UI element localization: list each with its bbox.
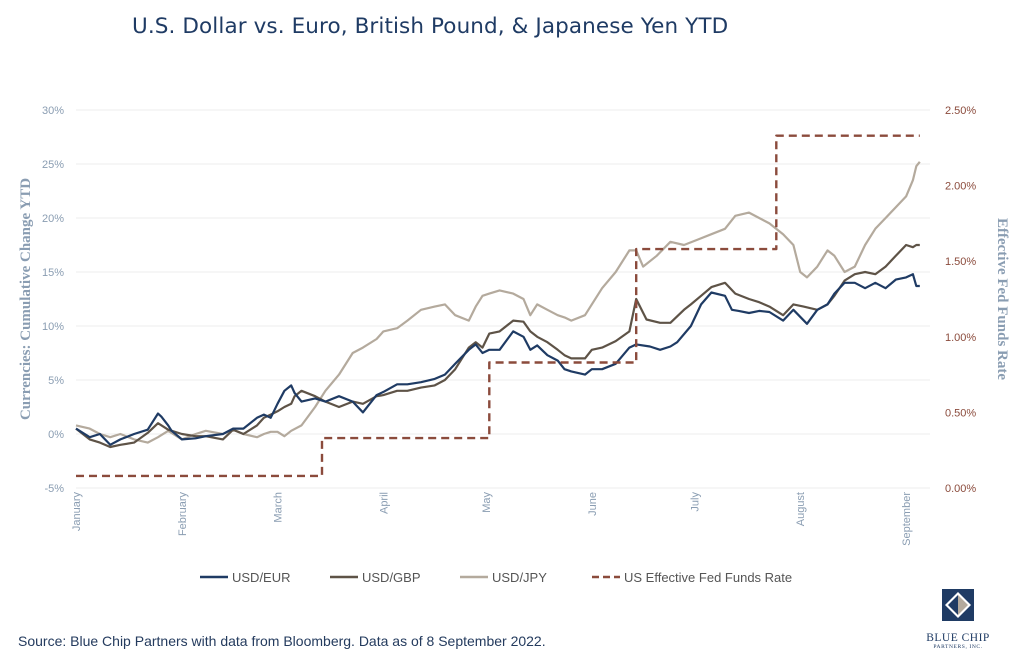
legend-entry: USD/GBP bbox=[362, 570, 421, 585]
x-tick-label: September bbox=[901, 492, 913, 546]
y-tick-label: 15% bbox=[42, 267, 64, 279]
source-note: Source: Blue Chip Partners with data fro… bbox=[18, 633, 546, 649]
logo-name: BLUE CHIP bbox=[926, 632, 990, 644]
y-tick-label: 20% bbox=[42, 213, 64, 225]
x-tick-label: May bbox=[481, 492, 493, 513]
y-tick-label: -5% bbox=[44, 483, 64, 495]
series-line-usd-eur bbox=[75, 273, 920, 446]
y2-tick-label: 1.50% bbox=[945, 256, 976, 268]
legend-entry: USD/JPY bbox=[492, 570, 547, 585]
y2-axis-label: Effective Fed Funds Rate bbox=[994, 218, 1010, 380]
y2-tick-label: 0.50% bbox=[945, 407, 976, 419]
diamond-logo-icon bbox=[942, 589, 974, 621]
x-tick-label: June bbox=[587, 492, 599, 516]
series-line-usd-gbp bbox=[75, 243, 920, 449]
y-tick-label: 5% bbox=[48, 375, 64, 387]
y2-tick-label: 1.00% bbox=[945, 332, 976, 344]
x-tick-label: February bbox=[177, 492, 189, 537]
legend-entry: USD/EUR bbox=[232, 570, 291, 585]
legend-entry: US Effective Fed Funds Rate bbox=[624, 570, 792, 585]
series-line-us-effective-fed-funds-rate bbox=[76, 134, 920, 478]
company-logo: BLUE CHIP PARTNERS, INC. bbox=[914, 587, 1002, 650]
x-tick-label: August bbox=[795, 492, 807, 526]
x-tick-label: January bbox=[71, 492, 83, 532]
series-line-usd-jpy bbox=[75, 161, 921, 444]
y2-tick-label: 2.50% bbox=[945, 105, 976, 117]
y-tick-label: 25% bbox=[42, 159, 64, 171]
y-tick-label: 10% bbox=[42, 321, 64, 333]
x-tick-label: April bbox=[378, 492, 390, 514]
y2-tick-label: 0.00% bbox=[945, 483, 976, 495]
y-tick-label: 30% bbox=[42, 105, 64, 117]
x-tick-label: March bbox=[273, 492, 285, 523]
x-tick-label: July bbox=[689, 492, 701, 512]
logo-subtitle: PARTNERS, INC. bbox=[933, 644, 983, 650]
y2-tick-label: 2.00% bbox=[945, 181, 976, 193]
y-tick-label: 0% bbox=[48, 429, 64, 441]
y-axis-label: Currencies: Cumulative Change YTD bbox=[18, 178, 34, 420]
chart-title: U.S. Dollar vs. Euro, British Pound, & J… bbox=[132, 14, 729, 39]
